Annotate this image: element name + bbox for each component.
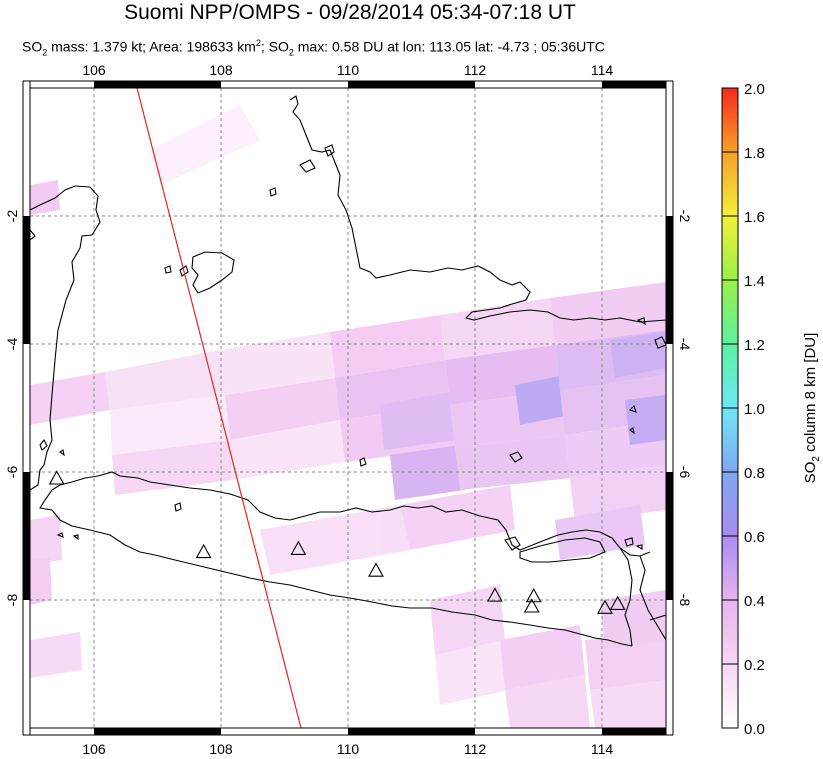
lon-tick-labels-bottom: 106 108 110 112 114 xyxy=(82,741,613,757)
colorbar-label: 2.0 xyxy=(744,81,765,98)
lon-tick-label: 114 xyxy=(591,741,614,757)
colorbar-label: 0.8 xyxy=(744,465,765,482)
colorbar-label: 1.2 xyxy=(744,337,765,354)
colorbar-label: 0.6 xyxy=(744,529,765,546)
lat-tick-label: -2 xyxy=(677,210,693,223)
lon-tick-label: 110 xyxy=(337,62,360,78)
volcano-marker xyxy=(290,540,307,555)
colorbar-label: 0.2 xyxy=(744,657,765,674)
colorbar-ticks xyxy=(722,87,738,729)
lat-tick-label: -6 xyxy=(4,466,20,479)
colorbar-label: 1.4 xyxy=(744,273,765,290)
lat-tick-labels-left: -2 -4 -6 -8 xyxy=(4,210,20,607)
lon-tick-labels-top: 106 108 110 112 114 xyxy=(82,62,613,78)
lon-tick-label: 108 xyxy=(209,62,233,78)
lon-tick-label: 110 xyxy=(337,741,360,757)
volcano-marker xyxy=(195,543,212,559)
colorbar-label: 0.0 xyxy=(744,721,765,738)
map-title: Suomi NPP/OMPS - 09/28/2014 05:34-07:18 … xyxy=(124,1,576,24)
so2-pixels xyxy=(30,105,666,728)
colorbar-label: 1.6 xyxy=(744,209,765,226)
lat-frame-bars xyxy=(23,216,673,600)
graticule xyxy=(30,88,666,728)
lat-tick-label: -8 xyxy=(4,594,20,607)
lon-frame-bars xyxy=(94,81,666,735)
lon-tick-label: 108 xyxy=(209,741,233,757)
volcano-marker xyxy=(486,587,503,602)
volcano-marker xyxy=(48,470,65,485)
volcano-marker xyxy=(597,599,613,614)
lon-tick-label: 112 xyxy=(464,62,487,78)
volcano-markers xyxy=(48,470,626,614)
colorbar-label: 0.4 xyxy=(744,593,765,610)
lon-tick-label: 106 xyxy=(82,62,106,78)
colorbar-label: 1.0 xyxy=(744,401,765,418)
lon-tick-label: 106 xyxy=(82,741,106,757)
map-subtitle: SO2 mass: 1.379 kt; Area: 198633 km2; SO… xyxy=(22,38,605,58)
lat-tick-label: -4 xyxy=(677,338,693,351)
colorbar-title: SO2 column 8 km [DU] xyxy=(802,333,822,484)
lat-tick-label: -2 xyxy=(4,210,20,223)
lat-tick-labels-right: -2 -4 -6 -8 xyxy=(677,210,693,607)
lat-tick-label: -4 xyxy=(4,338,20,351)
volcano-marker xyxy=(523,598,540,613)
colorbar-labels: 2.0 1.8 1.6 1.4 1.2 1.0 0.8 0.6 0.4 0.2 … xyxy=(744,81,765,738)
orbit-track-line xyxy=(136,87,302,729)
lon-tick-label: 114 xyxy=(591,62,614,78)
coastlines xyxy=(30,95,666,647)
lat-tick-label: -6 xyxy=(677,466,693,479)
volcano-marker xyxy=(368,562,384,577)
lon-tick-label: 112 xyxy=(464,741,487,757)
colorbar-label: 1.8 xyxy=(744,145,765,162)
volcano-marker xyxy=(609,595,626,610)
lat-tick-label: -8 xyxy=(677,594,693,607)
